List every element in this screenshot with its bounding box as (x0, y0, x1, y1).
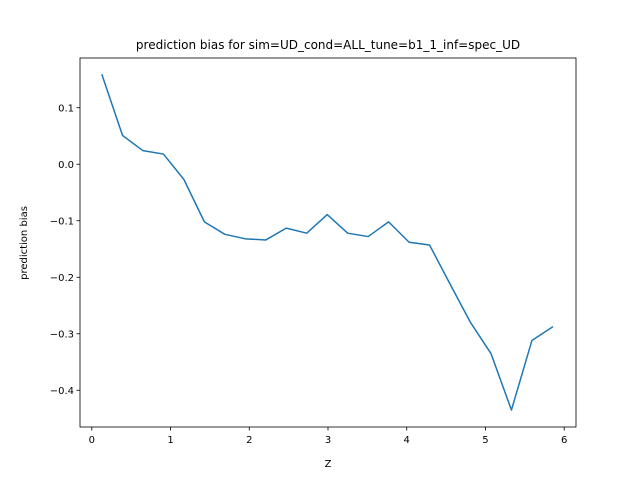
chart-title: prediction bias for sim=UD_cond=ALL_tune… (136, 38, 520, 52)
y-tick-label: −0.2 (50, 273, 74, 284)
y-axis-label: prediction bias (19, 206, 30, 280)
x-tick-label: 0 (89, 435, 95, 446)
y-axis: −0.4 −0.3 −0.2 −0.1 0.0 0.1 (50, 103, 80, 397)
x-tick-label: 6 (561, 435, 567, 446)
x-tick-label: 4 (404, 435, 410, 446)
y-tick-label: 0.1 (58, 103, 74, 114)
y-tick-label: −0.4 (50, 386, 74, 397)
x-tick-label: 1 (167, 435, 173, 446)
x-axis: 0 1 2 3 4 5 6 (89, 427, 567, 446)
y-tick-label: 0.0 (58, 160, 74, 171)
x-axis-label: Z (325, 459, 332, 470)
series-line (101, 73, 554, 411)
x-tick-label: 2 (246, 435, 252, 446)
y-tick-label: −0.3 (50, 329, 74, 340)
x-tick-label: 3 (325, 435, 331, 446)
x-tick-label: 5 (482, 435, 488, 446)
y-tick-label: −0.1 (50, 216, 74, 227)
